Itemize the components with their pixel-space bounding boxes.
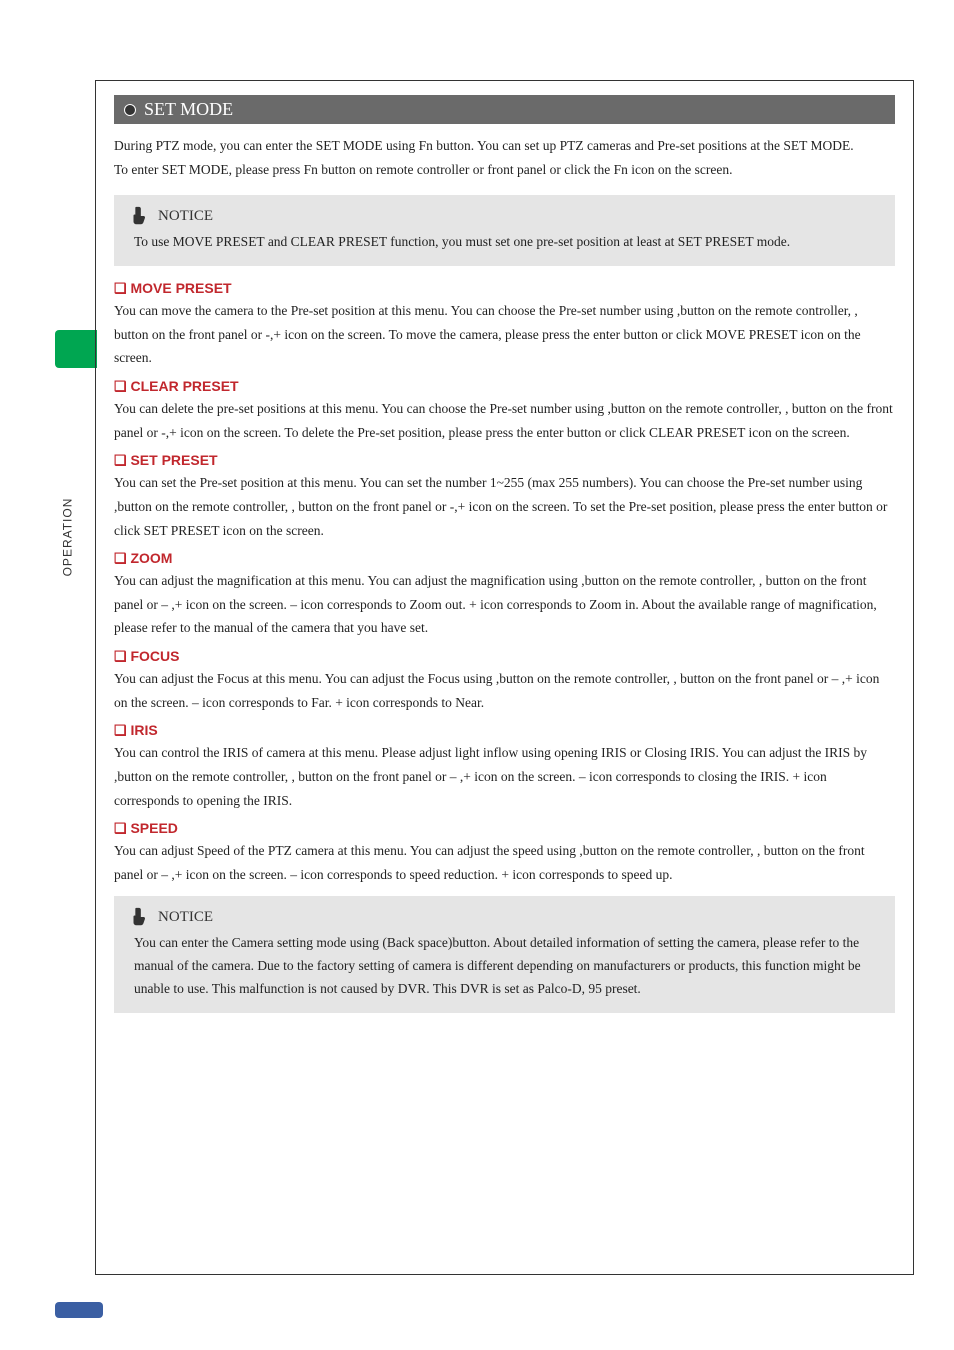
section-body: You can move the camera to the Pre-set p… bbox=[114, 299, 895, 370]
side-label: OPERATION bbox=[60, 498, 74, 577]
notice-bottom-body: You can enter the Camera setting mode us… bbox=[128, 932, 881, 1001]
hand-point-icon bbox=[128, 906, 150, 928]
notice-top-title: NOTICE bbox=[158, 208, 213, 225]
notice-top-body: To use MOVE PRESET and CLEAR PRESET func… bbox=[128, 231, 881, 254]
section-body: You can delete the pre-set positions at … bbox=[114, 397, 895, 444]
hand-point-icon bbox=[128, 205, 150, 227]
bullet-icon bbox=[124, 104, 136, 116]
section-title: MOVE PRESET bbox=[114, 280, 895, 297]
header-title: SET MODE bbox=[144, 99, 233, 120]
section-body: You can adjust the Focus at this menu. Y… bbox=[114, 667, 895, 714]
section-body: You can adjust the magnification at this… bbox=[114, 569, 895, 640]
content-area: SET MODE During PTZ mode, you can enter … bbox=[96, 81, 913, 1027]
section-body: You can set the Pre-set position at this… bbox=[114, 471, 895, 542]
section-title: ZOOM bbox=[114, 550, 895, 567]
notice-bottom: NOTICE You can enter the Camera setting … bbox=[114, 896, 895, 1013]
blue-bottom-tab bbox=[55, 1302, 103, 1318]
notice-top-header: NOTICE bbox=[128, 205, 881, 227]
section-body: You can control the IRIS of camera at th… bbox=[114, 741, 895, 812]
section-title: SPEED bbox=[114, 820, 895, 837]
notice-top: NOTICE To use MOVE PRESET and CLEAR PRES… bbox=[114, 195, 895, 266]
green-side-tab bbox=[55, 330, 97, 368]
section-title: SET PRESET bbox=[114, 452, 895, 469]
intro-paragraph: During PTZ mode, you can enter the SET M… bbox=[114, 134, 895, 181]
section-body: You can adjust Speed of the PTZ camera a… bbox=[114, 839, 895, 886]
section-title: CLEAR PRESET bbox=[114, 378, 895, 395]
page-border: SET MODE During PTZ mode, you can enter … bbox=[95, 80, 914, 1275]
set-mode-header: SET MODE bbox=[114, 95, 895, 124]
section-title: FOCUS bbox=[114, 648, 895, 665]
notice-bottom-title: NOTICE bbox=[158, 909, 213, 926]
section-title: IRIS bbox=[114, 722, 895, 739]
sections-container: MOVE PRESET You can move the camera to th… bbox=[114, 280, 895, 886]
notice-bottom-header: NOTICE bbox=[128, 906, 881, 928]
